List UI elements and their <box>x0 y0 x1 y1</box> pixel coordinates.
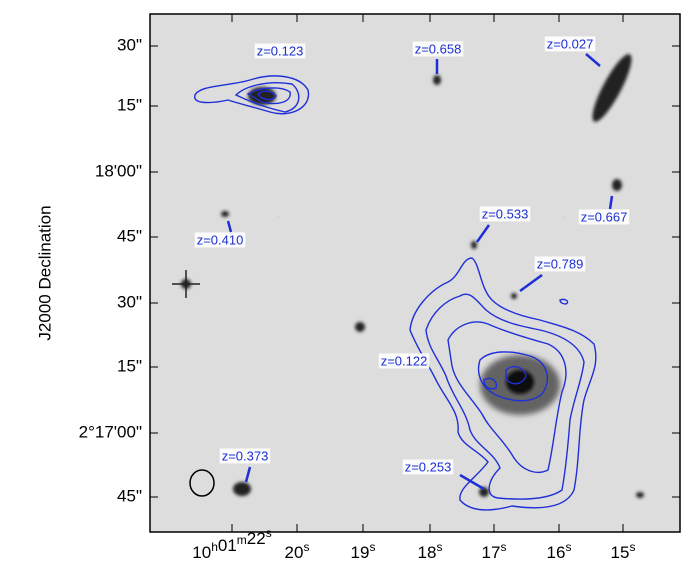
redshift-label: z=0.373 <box>222 448 269 463</box>
redshift-label: z=0.658 <box>415 41 462 56</box>
redshift-label: z=0.253 <box>405 459 452 474</box>
y-tick-label: 2°17'00" <box>79 422 142 441</box>
tick-sup: s <box>436 540 442 554</box>
x-tick-label: 10h01m22s <box>192 526 271 562</box>
label-background <box>402 459 454 475</box>
tick-text: 20 <box>285 543 304 562</box>
tick-sup: s <box>303 540 309 554</box>
radio-contours <box>194 75 597 511</box>
y-tick-label: 18'00" <box>95 161 142 180</box>
label-background <box>378 353 430 369</box>
leader-line <box>475 224 491 243</box>
label-background <box>412 41 464 57</box>
redshift-label: z=0.027 <box>547 36 594 51</box>
label-background <box>479 206 531 222</box>
label-background <box>254 43 306 59</box>
tick-text: 15 <box>611 543 630 562</box>
redshift-label: z=0.122 <box>381 353 428 368</box>
x-tick-label: 16s <box>547 540 572 562</box>
x-tick-label: 17s <box>482 540 507 562</box>
label-background <box>194 232 246 248</box>
y-tick-label: 30" <box>117 35 142 54</box>
tick-text: 19 <box>351 543 370 562</box>
y-tick-label: 15" <box>117 356 142 375</box>
label-background <box>219 448 271 464</box>
leader-line <box>608 195 614 210</box>
tick-text: 18 <box>418 543 437 562</box>
redshift-label: z=0.410 <box>197 232 244 247</box>
tick-text: 22 <box>247 529 266 548</box>
redshift-label: z=0.667 <box>581 209 628 224</box>
redshift-label: z=0.789 <box>537 256 584 271</box>
x-tick-label: 20s <box>285 540 310 562</box>
label-background <box>578 209 630 225</box>
y-tick-label: 45" <box>117 226 142 245</box>
leader-line <box>244 466 252 483</box>
y-tick-label: 30" <box>117 292 142 311</box>
leader-line <box>519 273 543 293</box>
y-axis-title: J2000 Declination <box>35 205 54 340</box>
sky-image <box>150 14 680 532</box>
frame <box>149 13 681 533</box>
y-tick-label: 45" <box>117 486 142 505</box>
tick-sup: s <box>629 540 635 554</box>
tick-text: 01 <box>218 536 237 555</box>
tick-sup: h <box>211 540 218 554</box>
leader-line <box>226 220 233 233</box>
redshift-label: z=0.533 <box>482 206 529 221</box>
tick-text: 16 <box>547 543 566 562</box>
tick-text: 17 <box>482 543 501 562</box>
x-tick-label: 18s <box>418 540 443 562</box>
tick-sup: s <box>500 540 506 554</box>
label-background <box>534 256 586 272</box>
x-tick-label: 15s <box>611 540 636 562</box>
x-tick-label: 19s <box>351 540 376 562</box>
tick-sup: s <box>565 540 571 554</box>
y-tick-label: 15" <box>117 95 142 114</box>
label-background <box>544 36 596 52</box>
tick-sup: s <box>369 540 375 554</box>
tick-sup: s <box>266 526 272 540</box>
leader-line <box>585 53 601 67</box>
tick-sup: m <box>237 533 247 547</box>
tick-text: 10 <box>192 543 211 562</box>
leader-line <box>459 473 485 491</box>
redshift-label: z=0.123 <box>257 43 304 58</box>
